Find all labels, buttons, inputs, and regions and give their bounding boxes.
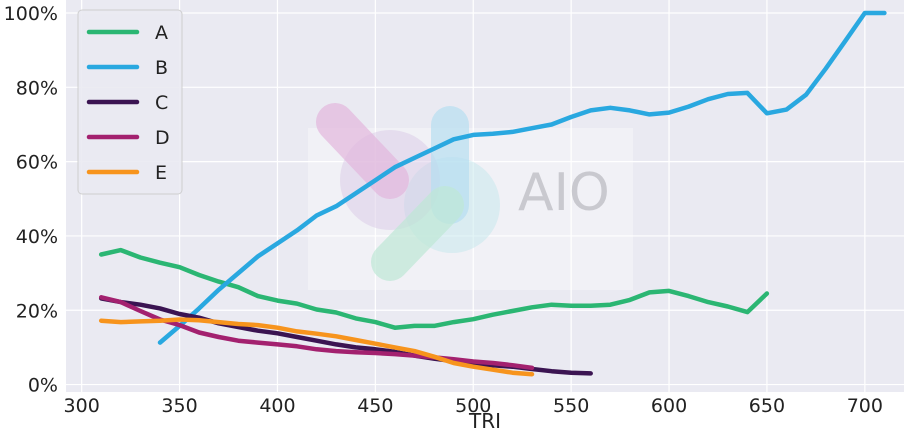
y-tick-label: 60% xyxy=(16,152,58,174)
x-tick-label: 300 xyxy=(64,395,100,417)
series-line-b xyxy=(157,10,887,345)
x-axis-ticks: 300 350 400 450 500 550 600 650 700 xyxy=(64,395,883,417)
x-tick-label: 650 xyxy=(749,395,785,417)
x-tick-label: 600 xyxy=(651,395,687,417)
x-tick-label: 700 xyxy=(847,395,883,417)
watermark-logo: AIO xyxy=(308,103,633,290)
y-tick-label: 80% xyxy=(16,77,58,99)
y-tick-label: 100% xyxy=(4,3,58,25)
gridlines xyxy=(66,0,904,392)
watermark-stroke xyxy=(316,103,409,199)
legend-label: B xyxy=(155,57,168,79)
watermark-stroke xyxy=(371,186,464,281)
x-tick-label: 450 xyxy=(357,395,393,417)
plot-area xyxy=(66,0,904,392)
series-line-a xyxy=(98,247,770,330)
x-tick-label: 500 xyxy=(455,395,491,417)
x-tick-label: 550 xyxy=(553,395,589,417)
series-line-d xyxy=(98,295,535,371)
y-tick-label: 20% xyxy=(16,300,58,322)
series-line-e xyxy=(98,317,535,377)
y-axis-ticks: 0% 20% 40% 60% 80% 100% xyxy=(4,3,58,397)
x-axis-title: TRI xyxy=(468,409,501,433)
legend-label: E xyxy=(155,162,167,184)
y-tick-label: 0% xyxy=(28,375,58,397)
series-lines xyxy=(98,10,887,377)
legend-label: C xyxy=(155,92,168,114)
x-tick-label: 400 xyxy=(259,395,295,417)
legend-label: D xyxy=(155,127,170,149)
legend-label: A xyxy=(155,22,168,44)
y-tick-label: 40% xyxy=(16,226,58,248)
watermark-text: AIO xyxy=(518,163,610,223)
x-tick-label: 350 xyxy=(161,395,197,417)
